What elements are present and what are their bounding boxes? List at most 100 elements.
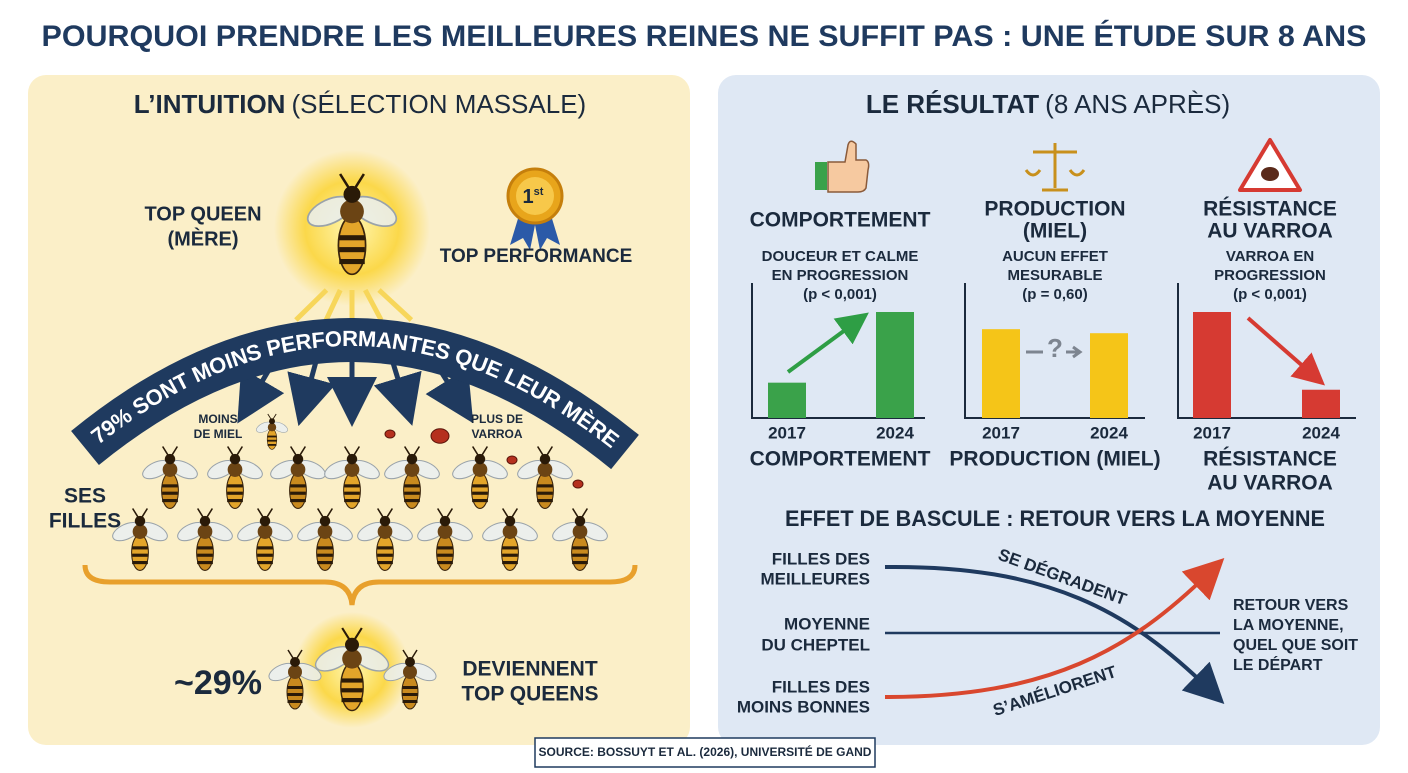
head: [405, 657, 415, 667]
stripe: [290, 499, 306, 503]
stripe: [162, 484, 178, 488]
bee: [552, 508, 608, 571]
performance-label: TOP PERFORMANCE: [440, 246, 633, 267]
antennae: [436, 508, 454, 518]
thorax: [290, 462, 306, 477]
bee: [268, 649, 322, 710]
bee: [177, 508, 233, 571]
antennae: [339, 173, 365, 189]
head: [343, 185, 361, 203]
thorax: [572, 524, 588, 539]
stripe: [377, 546, 393, 550]
stripe: [502, 561, 518, 565]
stripe: [341, 698, 363, 703]
panel-footer: PRODUCTION (MIEL): [949, 448, 1160, 471]
stripe: [502, 553, 518, 557]
panel-description: (p = 0,60): [1022, 286, 1087, 303]
ray: [294, 288, 329, 322]
head: [345, 637, 359, 652]
stripe: [472, 491, 488, 495]
panel-description: EN PROGRESSION: [772, 267, 909, 284]
panel-description: (p < 0,001): [1233, 286, 1307, 303]
head: [474, 453, 486, 465]
pans: [1024, 169, 1086, 177]
stripe: [402, 700, 418, 703]
antennae: [343, 446, 361, 456]
panel-title: COMPORTEMENT: [750, 209, 931, 232]
trend-arrow: [786, 312, 869, 374]
bee: [207, 446, 263, 509]
source: SOURCE: BOSSUYT ET AL. (2026), UNIVERSIT…: [539, 744, 872, 759]
mite: [506, 455, 518, 465]
year-label: 2024: [1090, 423, 1128, 442]
daughters-label: SES: [64, 485, 106, 508]
ray: [363, 288, 384, 322]
thorax: [132, 524, 148, 539]
head: [379, 515, 391, 527]
thorax: [257, 524, 273, 539]
stripe: [317, 553, 333, 557]
bar: [1193, 312, 1231, 418]
seesaw-title: EFFET DE BASCULE : RETOUR VERS LA MOYENN…: [785, 506, 1325, 531]
thorax: [437, 524, 453, 539]
share: ~29%: [174, 664, 262, 702]
antennae: [402, 649, 418, 659]
abdomen: [436, 534, 454, 571]
stripe: [132, 553, 148, 557]
thorax: [502, 524, 518, 539]
head: [319, 515, 331, 527]
abdomen: [403, 472, 421, 509]
thorax: [404, 462, 420, 477]
year-label: 2024: [876, 423, 914, 442]
ray: [323, 288, 343, 322]
stripe: [290, 484, 306, 488]
cuff: [815, 162, 827, 190]
thorax: [472, 462, 488, 477]
abdomen: [376, 534, 394, 571]
stripe: [197, 561, 213, 565]
axis: [751, 283, 925, 419]
antennae: [316, 508, 334, 518]
stripe: [537, 499, 553, 503]
charts: 2017 2024 2017 2024? 2017 2024: [751, 283, 1356, 442]
stripe: [339, 247, 365, 253]
panel-description: DOUCEUR ET CALME: [762, 248, 919, 265]
abdomen: [571, 534, 589, 571]
bee: [112, 508, 168, 571]
stripe: [257, 553, 273, 557]
warning-icon: [1238, 138, 1302, 192]
panel-title: RÉSISTANCE: [1203, 198, 1337, 221]
abdomen: [340, 662, 364, 712]
stripe: [402, 686, 418, 689]
thorax: [537, 462, 553, 477]
conclusion: QUEL QUE SOIT: [1233, 637, 1358, 654]
bar: [768, 382, 806, 418]
abdomen: [401, 674, 419, 710]
antennae: [501, 508, 519, 518]
head: [229, 453, 241, 465]
stripe: [197, 553, 213, 557]
antennae: [256, 508, 274, 518]
heading-sub: (SÉLECTION MASSALE): [291, 89, 586, 119]
head: [292, 453, 304, 465]
antennae: [267, 413, 277, 420]
antennae: [341, 627, 363, 640]
note: PLUS DE: [471, 412, 523, 426]
year-label: 2017: [982, 423, 1020, 442]
panel-description: AUCUN EFFET: [1002, 248, 1108, 265]
stripe: [339, 259, 365, 265]
stripe: [437, 561, 453, 565]
abdomen: [289, 472, 307, 509]
share-label: DEVIENNENT: [462, 658, 598, 681]
conclusion: RETOUR VERS: [1233, 597, 1349, 614]
panel-title: (MIEL): [1023, 220, 1087, 243]
thorax: [340, 199, 364, 224]
bee: [384, 446, 440, 509]
down-curve: [884, 564, 1225, 704]
seesaw-label: DU CHEPTEL: [761, 635, 870, 654]
trend-arrow: [1066, 345, 1083, 359]
stripe: [404, 499, 420, 503]
abdomen: [536, 472, 554, 509]
scale-icon: [1024, 143, 1086, 192]
